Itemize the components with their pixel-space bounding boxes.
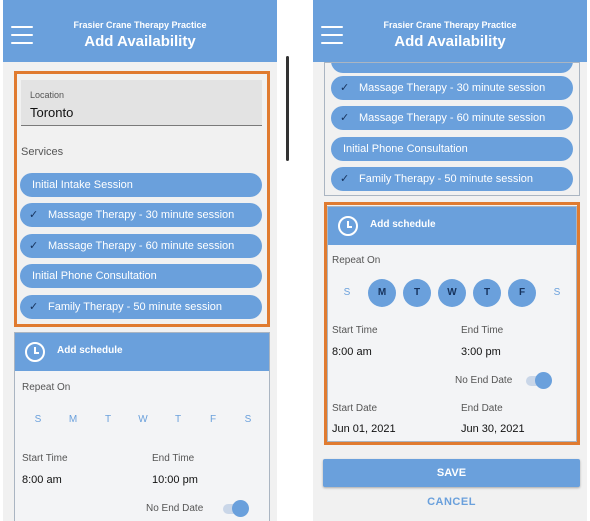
service-chip-family-therapy[interactable]: ✓ Family Therapy - 50 minute session <box>331 167 573 191</box>
checkmark-icon: ✓ <box>29 209 39 221</box>
schedule-title: Add schedule <box>57 345 123 356</box>
start-date-value[interactable]: Jun 01, 2021 <box>332 423 396 435</box>
day-toggle-wed[interactable]: W <box>438 279 466 307</box>
schedule-header: Add schedule <box>328 207 576 245</box>
practice-name: Frasier Crane Therapy Practice <box>383 20 517 30</box>
schedule-card: Add schedule Repeat On S M T W T F S Sta… <box>327 206 577 442</box>
clock-icon <box>338 216 358 236</box>
end-time-value[interactable]: 10:00 pm <box>152 474 198 486</box>
day-toggle-sun[interactable]: S <box>343 287 351 298</box>
service-chip-label: Massage Therapy - 30 minute session <box>48 209 235 221</box>
hamburger-menu-icon[interactable] <box>321 26 343 44</box>
service-chip-massage-60[interactable]: ✓ Massage Therapy - 60 minute session <box>331 106 573 130</box>
day-toggle-thu[interactable]: T <box>174 414 182 425</box>
end-time-value[interactable]: 3:00 pm <box>461 346 501 358</box>
highlight-frame <box>14 71 270 327</box>
start-time-value[interactable]: 8:00 am <box>22 474 62 486</box>
highlight-frame <box>324 202 580 445</box>
checkmark-icon: ✓ <box>29 240 39 252</box>
practice-name: Frasier Crane Therapy Practice <box>73 20 207 30</box>
start-date-label: Start Date <box>332 403 378 414</box>
day-toggle-mon[interactable]: M <box>368 279 396 307</box>
app-bar: Frasier Crane Therapy Practice Add Avail… <box>313 0 587 62</box>
page-title: Add Availability <box>394 33 506 50</box>
service-chip-massage-30[interactable]: ✓ Massage Therapy - 30 minute session <box>20 203 262 227</box>
location-label: Location <box>30 90 65 100</box>
checkmark-icon: ✓ <box>29 301 39 313</box>
service-chip-partial[interactable] <box>331 63 573 73</box>
schedule-title: Add schedule <box>370 219 436 230</box>
app-bar: Frasier Crane Therapy Practice Add Avail… <box>3 0 277 62</box>
day-toggle-wed[interactable]: W <box>138 414 148 425</box>
checkmark-icon: ✓ <box>340 173 350 185</box>
checkmark-icon: ✓ <box>340 112 350 124</box>
day-toggle-fri[interactable]: F <box>508 279 536 307</box>
no-end-date-label: No End Date <box>146 503 204 514</box>
scrollbar[interactable] <box>286 56 289 161</box>
end-date-label: End Date <box>461 403 503 414</box>
screen-right: Frasier Crane Therapy Practice Add Avail… <box>313 0 587 521</box>
end-time-label: End Time <box>152 453 195 464</box>
end-time-label: End Time <box>461 325 504 336</box>
service-chip-label: Initial Intake Session <box>32 179 133 191</box>
service-chip-label: Massage Therapy - 60 minute session <box>48 240 235 252</box>
service-chip-phone-consult[interactable]: Initial Phone Consultation <box>20 264 262 288</box>
day-toggle-sat[interactable]: S <box>244 414 252 425</box>
day-toggle-tue[interactable]: T <box>104 414 112 425</box>
clock-icon <box>25 342 45 362</box>
services-label: Services <box>21 146 64 158</box>
repeat-on-label: Repeat On <box>332 255 381 266</box>
start-time-label: Start Time <box>332 325 378 336</box>
hamburger-menu-icon[interactable] <box>11 26 33 44</box>
service-chip-massage-30[interactable]: ✓ Massage Therapy - 30 minute session <box>331 76 573 100</box>
save-button[interactable]: SAVE <box>323 459 580 487</box>
service-chip-massage-60[interactable]: ✓ Massage Therapy - 60 minute session <box>20 234 262 258</box>
day-toggle-thu[interactable]: T <box>473 279 501 307</box>
cancel-button[interactable]: CANCEL <box>427 496 476 508</box>
no-end-date-label: No End Date <box>455 375 513 386</box>
checkmark-icon: ✓ <box>340 82 350 94</box>
location-field[interactable]: Location Toronto <box>21 80 262 126</box>
day-toggle-tue[interactable]: T <box>403 279 431 307</box>
day-toggle-sun[interactable]: S <box>34 414 42 425</box>
services-card: ✓ Massage Therapy - 30 minute session ✓ … <box>324 62 580 196</box>
service-chip-initial-intake[interactable]: Initial Intake Session <box>20 173 262 197</box>
start-time-value[interactable]: 8:00 am <box>332 346 372 358</box>
service-chip-phone-consult[interactable]: Initial Phone Consultation <box>331 137 573 161</box>
service-chip-label: Massage Therapy - 30 minute session <box>359 82 546 94</box>
end-date-value[interactable]: Jun 30, 2021 <box>461 423 525 435</box>
service-chip-label: Massage Therapy - 60 minute session <box>359 112 546 124</box>
day-toggle-mon[interactable]: M <box>68 414 78 425</box>
day-toggle-sat[interactable]: S <box>553 287 561 298</box>
start-time-label: Start Time <box>22 453 68 464</box>
day-toggle-fri[interactable]: F <box>209 414 217 425</box>
service-chip-label: Initial Phone Consultation <box>32 270 157 282</box>
screen-divider <box>288 0 312 521</box>
page-title: Add Availability <box>84 33 196 50</box>
no-end-date-toggle[interactable] <box>526 372 552 389</box>
screen-left: Frasier Crane Therapy Practice Add Avail… <box>3 0 277 521</box>
service-chip-family-therapy[interactable]: ✓ Family Therapy - 50 minute session <box>20 295 262 319</box>
schedule-header: Add schedule <box>15 333 269 371</box>
service-chip-label: Initial Phone Consultation <box>343 143 468 155</box>
repeat-on-label: Repeat On <box>22 382 71 393</box>
location-value: Toronto <box>30 105 74 120</box>
schedule-card: Add schedule Repeat On S M T W T F S Sta… <box>14 332 270 521</box>
service-chip-label: Family Therapy - 50 minute session <box>48 301 223 313</box>
service-chip-label: Family Therapy - 50 minute session <box>359 173 534 185</box>
no-end-date-toggle[interactable] <box>223 500 249 517</box>
